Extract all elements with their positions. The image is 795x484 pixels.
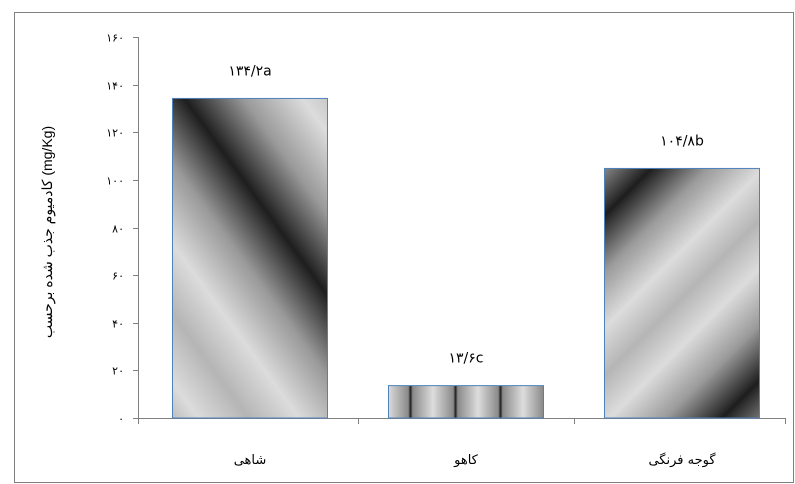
bar-2 (388, 385, 544, 419)
bar-value-label: ۱۰۴/۸b (660, 133, 704, 149)
x-category-label: شاهی (234, 453, 267, 468)
x-category-label: گوجه فرنگی (648, 452, 716, 468)
y-axis-title: کادمیوم جذب شده برحسب (mg/Kg) (39, 126, 56, 338)
y-tick-label: ۴۰ (112, 318, 124, 331)
bar-3 (604, 167, 760, 419)
y-tick-label: ۱۰۰ (106, 175, 124, 188)
bar-value-label: ۱۳۴/۲a (228, 63, 271, 79)
bars (172, 97, 760, 419)
y-tick-label: ۰ (118, 413, 124, 426)
y-tick-label: ۶۰ (112, 270, 124, 283)
bar-value-label: ۱۳/۶c (449, 351, 484, 367)
y-tick-label: ۱۶۰ (106, 32, 124, 45)
chart-frame (14, 12, 794, 483)
labels: ۱۳۴/۲a شاهی ۱۳/۶c کاهو ۱۰۴/۸b گوجه فرنگی (228, 63, 716, 468)
x-category-label: کاهو (453, 453, 479, 468)
y-tick-label: ۲۰ (112, 365, 124, 378)
y-tick-label: ۱۴۰ (106, 80, 124, 93)
bar-1 (172, 97, 328, 419)
y-tick-label: ۱۲۰ (106, 127, 124, 140)
y-tick-label: ۸۰ (112, 223, 124, 236)
